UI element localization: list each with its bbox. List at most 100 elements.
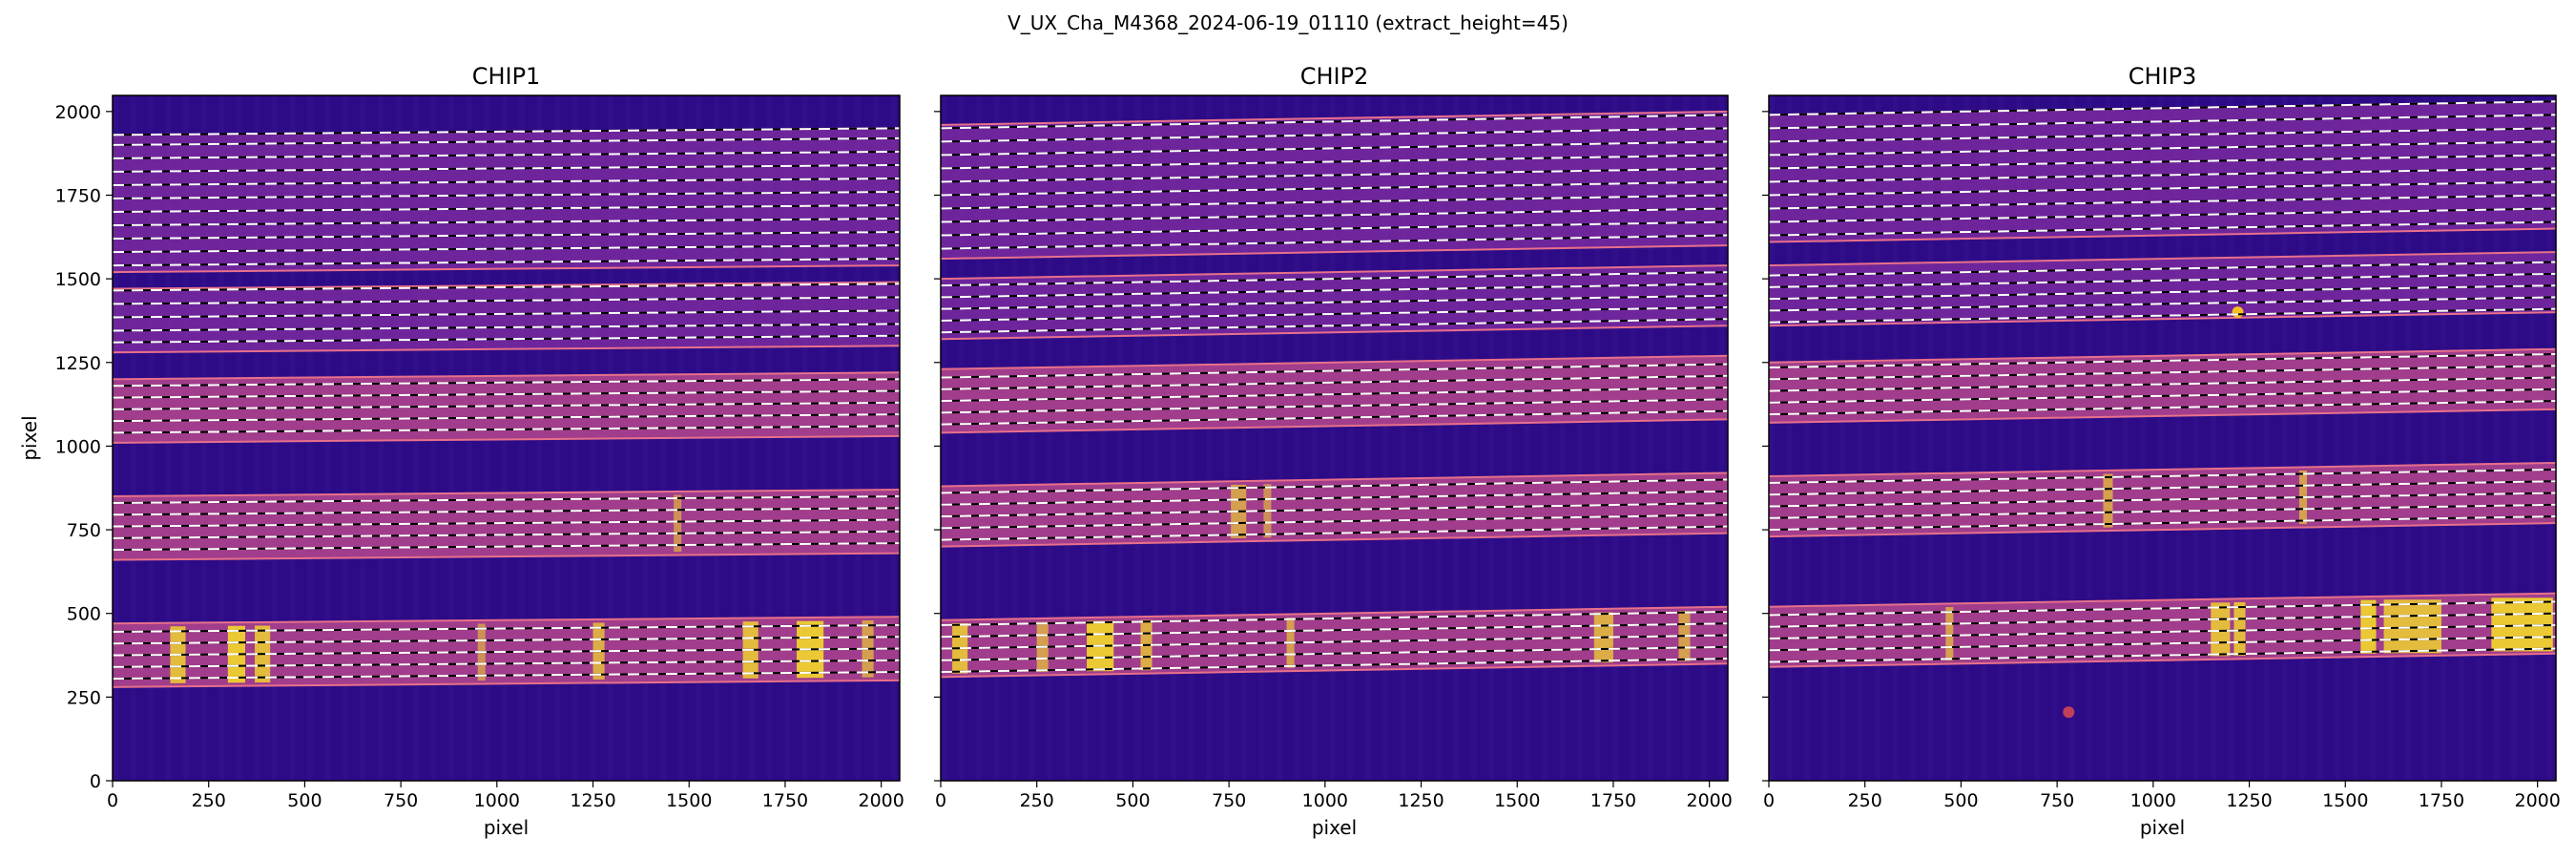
column-texture xyxy=(1559,95,1566,781)
column-texture xyxy=(2476,95,2483,781)
trace-line-dashed xyxy=(1769,503,2556,519)
x-tick-label: 2000 xyxy=(1686,790,1732,811)
column-texture xyxy=(801,95,808,781)
y-tick-label: 1000 xyxy=(55,436,101,457)
column-texture xyxy=(2298,95,2305,781)
x-axis-label: pixel xyxy=(484,816,529,839)
column-texture xyxy=(2405,95,2412,781)
trace-line-dashed xyxy=(113,190,900,199)
trace-line-dashed xyxy=(1769,194,2556,210)
column-texture xyxy=(2528,95,2535,781)
column-texture xyxy=(1153,95,1159,781)
axes-frame xyxy=(940,94,1729,782)
detector-image xyxy=(113,95,900,781)
trace-line-dashed xyxy=(1769,492,2556,508)
column-texture xyxy=(993,95,1000,781)
x-tick-label: 1750 xyxy=(1590,790,1636,811)
trace-line-dashed xyxy=(113,623,900,633)
trace-line-dashed xyxy=(113,401,900,410)
trace-line-dashed xyxy=(1769,468,2556,484)
trace-line-dashed xyxy=(113,218,900,227)
trace-line-dashed xyxy=(941,154,1728,170)
column-texture xyxy=(1435,95,1442,781)
trace-line-dashed xyxy=(941,194,1728,210)
x-tick-label: 1000 xyxy=(474,790,520,811)
order-edge-lower xyxy=(941,325,1728,341)
trace-line-dashed xyxy=(1769,180,2556,197)
column-texture xyxy=(2105,95,2111,781)
chip-panel-1: CHIP1 0 250 500 750 1000 1250 1500 1750 2000 0 250 5… xyxy=(18,63,904,839)
spectral-order-band xyxy=(941,111,1728,260)
column-texture xyxy=(2441,95,2447,781)
column-texture xyxy=(2192,95,2199,781)
order-edge-upper xyxy=(941,264,1728,281)
trace-line-dashed xyxy=(941,180,1728,197)
trace-line-dashed xyxy=(113,413,900,423)
x-tick-label: 1500 xyxy=(1494,790,1540,811)
trace-line-dashed xyxy=(1769,207,2556,223)
trace-line-dashed xyxy=(941,140,1728,157)
trace-line-dashed xyxy=(113,136,900,146)
order-edge-lower xyxy=(113,434,900,444)
order-edge-lower xyxy=(113,345,900,354)
column-texture xyxy=(1099,95,1106,781)
trace-line-dashed xyxy=(1769,636,2556,652)
chip-panel-3: CHIP3 0 250 500 750 1000 1250 1500 1750 2000 pixel xyxy=(1762,63,2561,839)
y-tick-label: 250 xyxy=(67,687,101,708)
column-texture xyxy=(2316,95,2323,781)
column-texture xyxy=(1064,95,1070,781)
column-texture xyxy=(2493,95,2500,781)
column-texture xyxy=(1612,95,1619,781)
column-texture xyxy=(1418,95,1424,781)
column-texture xyxy=(1400,95,1406,781)
order-edge-upper xyxy=(941,605,1728,621)
column-texture xyxy=(1047,95,1053,781)
axes-frame xyxy=(1768,94,2557,782)
y-tick-label: 500 xyxy=(67,604,101,625)
bright-sky-line xyxy=(1945,607,1954,661)
trace-line-dashed xyxy=(113,163,900,173)
column-texture xyxy=(1648,95,1654,781)
trace-line-dashed xyxy=(1769,647,2556,663)
order-edge-lower xyxy=(1769,311,2556,327)
trace-line-dashed xyxy=(113,309,900,319)
column-texture xyxy=(855,95,862,781)
trace-line-dashed xyxy=(113,507,900,516)
y-tick-label: 750 xyxy=(67,520,101,541)
column-texture xyxy=(976,95,983,781)
column-texture xyxy=(1875,95,1881,781)
detector-image xyxy=(941,95,1728,781)
bright-sky-line xyxy=(2211,602,2231,657)
x-tick-label: 1000 xyxy=(1302,790,1348,811)
trace-line-dashed xyxy=(941,234,1728,250)
column-texture xyxy=(784,95,791,781)
trace-line-dashed xyxy=(113,296,900,305)
trace-line-dashed xyxy=(113,495,900,505)
chip-title: CHIP1 xyxy=(472,63,541,90)
trace-line-dashed xyxy=(941,207,1728,223)
trace-line-dashed xyxy=(1769,140,2556,157)
column-texture xyxy=(2069,95,2076,781)
bright-sky-line xyxy=(674,494,682,553)
column-texture xyxy=(2211,95,2217,781)
trace-line-dashed xyxy=(1769,167,2556,183)
x-tick-label: 1750 xyxy=(2419,790,2464,811)
y-tick-label: 0 xyxy=(90,771,101,792)
trace-line-dashed xyxy=(941,658,1728,674)
column-texture xyxy=(1804,95,1811,781)
column-texture xyxy=(2263,95,2270,781)
column-texture xyxy=(2016,95,2023,781)
x-tick-label: 0 xyxy=(107,790,118,811)
trace-line-dashed xyxy=(941,513,1728,530)
column-texture xyxy=(2140,95,2147,781)
column-texture xyxy=(1927,95,1934,781)
trace-line-dashed xyxy=(1769,307,2556,324)
x-tick-label: 1250 xyxy=(2226,790,2272,811)
column-texture xyxy=(2157,95,2164,781)
trace-line-dashed xyxy=(941,525,1728,541)
column-texture xyxy=(2228,95,2234,781)
chip-title: CHIP2 xyxy=(1300,63,1369,90)
trace-line-dashed xyxy=(941,167,1728,183)
trace-line-dashed xyxy=(113,231,900,241)
x-tick-label: 1500 xyxy=(666,790,712,811)
